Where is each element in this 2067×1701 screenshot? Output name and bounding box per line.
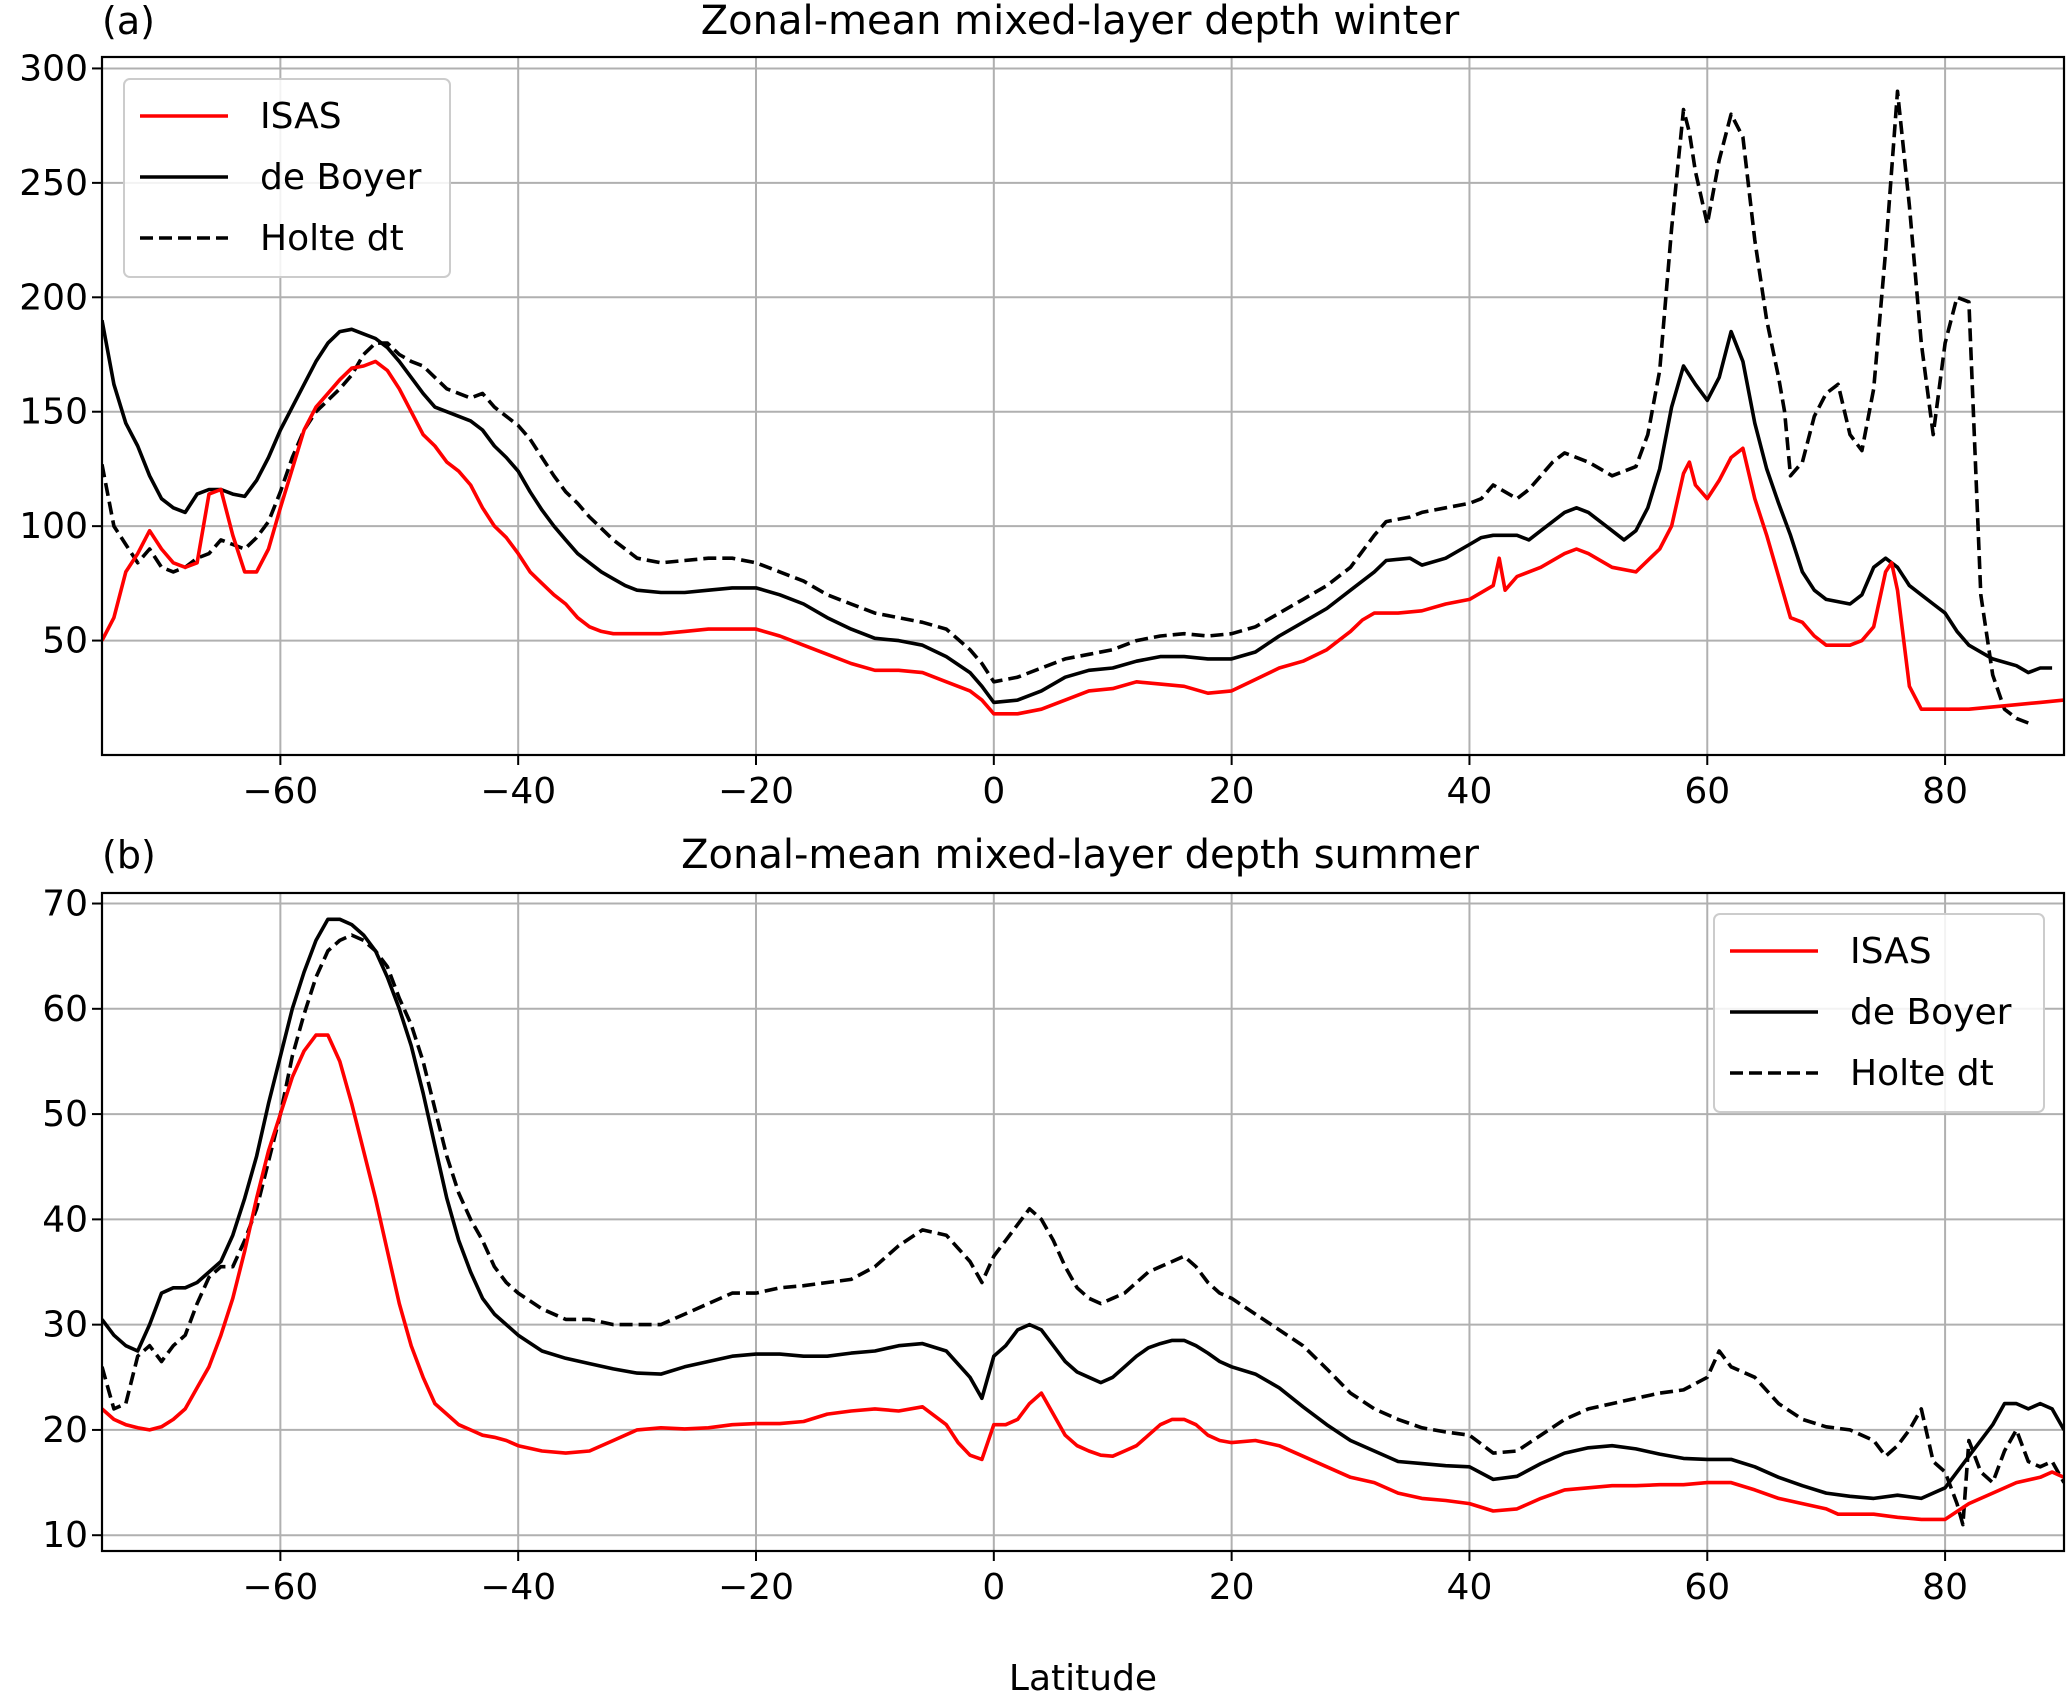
panel-b-title: Zonal-mean mixed-layer depth summer <box>681 832 1479 878</box>
legend-label: Holte dt <box>1850 1053 1994 1094</box>
y-tick-label: 300 <box>19 48 88 89</box>
x-tick-label: 60 <box>1684 1567 1730 1608</box>
legend-box <box>123 78 451 278</box>
x-tick-label: −40 <box>480 1567 556 1608</box>
x-axis-label: Latitude <box>1009 1658 1157 1699</box>
x-tick-label: 80 <box>1922 1567 1968 1608</box>
x-tick-label: −60 <box>242 1567 318 1608</box>
y-tick-label: 70 <box>42 884 88 925</box>
legend-label: Holte dt <box>260 218 404 259</box>
panel-a-series <box>102 89 2064 725</box>
x-tick-label: 80 <box>1922 771 1968 812</box>
series-line-isas <box>102 1033 2064 1522</box>
panel-b-legend: ISAS de Boyer Holte dt <box>1713 913 2045 1113</box>
x-tick-label: −20 <box>718 1567 794 1608</box>
y-tick-label: 100 <box>19 506 88 547</box>
x-tick-label: −20 <box>718 771 794 812</box>
y-tick-label: 250 <box>19 163 88 204</box>
y-tick-label: 50 <box>42 621 88 662</box>
panel-a-title: Zonal-mean mixed-layer depth winter <box>701 0 1460 44</box>
x-tick-label: 20 <box>1209 771 1255 812</box>
y-tick-label: 20 <box>42 1410 88 1451</box>
x-tick-label: 40 <box>1447 1567 1493 1608</box>
panel-a: (a) Zonal-mean mixed-layer depth winter … <box>19 0 2066 812</box>
series-line-isas <box>102 359 2064 716</box>
series-line-holte-dt <box>102 89 2029 725</box>
series-line-holte-dt <box>102 933 2064 1527</box>
panel-a-label: (a) <box>102 0 155 43</box>
x-tick-label: 0 <box>982 1567 1005 1608</box>
x-tick-label: −40 <box>480 771 556 812</box>
series-line-de-boyer <box>102 917 2064 1501</box>
y-tick-label: 50 <box>42 1094 88 1135</box>
panel-b: (b) Zonal-mean mixed-layer depth summer … <box>42 832 2066 1608</box>
legend-label: ISAS <box>1850 931 1932 972</box>
panel-b-frame <box>100 891 2066 1553</box>
y-tick-label: 150 <box>19 392 88 433</box>
x-tick-label: 60 <box>1684 771 1730 812</box>
y-tick-label: 200 <box>19 277 88 318</box>
y-tick-label: 40 <box>42 1199 88 1240</box>
legend-label: de Boyer <box>260 157 422 198</box>
panel-a-frame <box>100 55 2066 757</box>
x-tick-label: 40 <box>1447 771 1493 812</box>
legend-label: ISAS <box>260 96 342 137</box>
series-line-de-boyer <box>102 319 2053 705</box>
panel-b-ticks: −60 −40 −20 0 20 40 60 80 10 20 30 40 50 60 70 <box>42 884 1968 1608</box>
x-tick-label: −60 <box>242 771 318 812</box>
legend-box <box>1713 913 2045 1113</box>
legend-label: de Boyer <box>1850 992 2012 1033</box>
panel-a-legend: ISAS de Boyer Holte dt <box>123 78 451 278</box>
x-tick-label: 0 <box>982 771 1005 812</box>
panel-a-grid <box>102 57 2064 755</box>
panel-b-series <box>102 917 2064 1527</box>
x-tick-label: 20 <box>1209 1567 1255 1608</box>
panel-b-label: (b) <box>102 833 156 877</box>
panel-a-ticks: −60 −40 −20 0 20 40 60 80 50 100 150 200 250 300 <box>19 48 1968 812</box>
y-tick-label: 60 <box>42 989 88 1030</box>
y-tick-label: 10 <box>42 1515 88 1556</box>
y-tick-label: 30 <box>42 1305 88 1346</box>
